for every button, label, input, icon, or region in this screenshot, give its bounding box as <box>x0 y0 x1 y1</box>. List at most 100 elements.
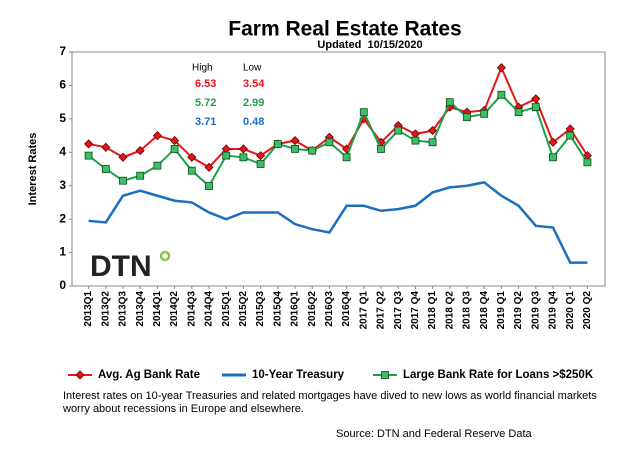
point <box>549 153 557 162</box>
point <box>480 109 489 118</box>
x-tick-label: 2016Q2 <box>307 291 318 327</box>
point <box>205 182 213 190</box>
x-tick-label: 2013Q3 <box>118 291 129 327</box>
table-header: Low <box>243 63 262 74</box>
legend-marker <box>75 370 85 380</box>
point <box>118 152 128 162</box>
point <box>256 160 265 168</box>
x-tick-label: 2015Q1 <box>221 291 232 327</box>
point <box>566 131 575 140</box>
x-tick-label: 2019 Q1 <box>496 291 507 330</box>
table-low: 0.48 <box>243 116 264 128</box>
plot-frame <box>71 51 606 287</box>
x-tick-label: 2016Q1 <box>290 291 301 327</box>
point <box>463 113 471 122</box>
table-high: 6.53 <box>195 78 216 90</box>
y-tick-label: 2 <box>59 211 66 225</box>
point <box>170 136 180 146</box>
point <box>531 94 541 104</box>
x-tick-label: 2013Q1 <box>83 291 94 327</box>
x-tick-label: 2020 Q1 <box>565 291 576 330</box>
x-tick-label: 2016Q3 <box>324 291 335 327</box>
logo: DTN <box>90 250 152 283</box>
x-tick-label: 2014Q3 <box>186 291 197 327</box>
x-tick-label: 2019 Q3 <box>530 291 541 330</box>
series-line <box>88 181 588 264</box>
point <box>239 153 248 162</box>
x-tick-label: 2017 Q3 <box>393 291 404 330</box>
chart-subtitle: Updated 10/15/2020 <box>317 39 422 51</box>
x-tick-label: 2013Q4 <box>135 291 146 327</box>
point <box>428 138 437 147</box>
y-axis-label: Interest Rates <box>27 133 39 206</box>
y-tick-label: 4 <box>59 144 66 158</box>
point <box>291 145 299 153</box>
point <box>119 176 127 185</box>
point <box>273 140 282 148</box>
table-header: High <box>192 63 213 74</box>
x-tick-label: 2014Q1 <box>152 291 163 327</box>
point <box>496 63 506 73</box>
legend-label: Large Bank Rate for Loans >$250K <box>403 369 594 381</box>
point <box>256 151 266 161</box>
table-low: 2.99 <box>243 97 264 109</box>
point <box>187 166 196 175</box>
series-line <box>87 93 589 188</box>
point <box>136 171 145 180</box>
x-tick-label: 2014Q2 <box>169 291 180 327</box>
point <box>308 146 317 155</box>
point <box>548 137 558 147</box>
x-tick-label: 2014Q4 <box>204 291 215 327</box>
x-tick-label: 2015Q3 <box>255 291 266 327</box>
y-tick-label: 3 <box>59 178 66 192</box>
y-tick-label: 6 <box>59 78 66 92</box>
legend-label: Avg. Ag Bank Rate <box>98 369 200 381</box>
caption: Interest rates on 10-year Treasuries and… <box>63 390 597 415</box>
point <box>394 126 403 135</box>
point <box>153 161 162 170</box>
point <box>152 131 162 141</box>
x-tick-label: 2017 Q4 <box>410 291 421 330</box>
point <box>204 162 214 172</box>
x-tick-label: 2018 Q1 <box>427 291 438 330</box>
point <box>238 144 248 154</box>
x-tick-label: 2018 Q4 <box>479 291 490 330</box>
point <box>445 98 454 107</box>
point <box>187 152 197 162</box>
y-tick-label: 5 <box>59 111 66 125</box>
x-tick-label: 2019 Q4 <box>548 291 559 330</box>
point <box>583 158 592 167</box>
x-tick-label: 2018 Q3 <box>462 291 473 330</box>
point <box>290 136 300 146</box>
chart-title: Farm Real Estate Rates <box>228 18 461 41</box>
point <box>325 138 334 147</box>
point <box>411 136 420 145</box>
point <box>101 165 110 173</box>
table-low: 3.54 <box>243 78 265 90</box>
x-tick-label: 2018 Q2 <box>444 291 455 330</box>
legend-marker <box>381 371 389 379</box>
x-tick-label: 2015Q2 <box>238 291 249 327</box>
point <box>84 151 93 160</box>
legend-label: 10-Year Treasury <box>252 369 345 381</box>
table-high: 3.71 <box>195 116 216 128</box>
logo-dot <box>159 250 171 262</box>
x-tick-label: 2013Q2 <box>100 291 111 327</box>
point <box>497 90 506 99</box>
x-tick-label: 2017 Q1 <box>358 291 369 330</box>
source: Source: DTN and Federal Reserve Data <box>336 428 532 440</box>
x-tick-label: 2015Q4 <box>272 291 283 327</box>
y-tick-label: 0 <box>59 278 66 292</box>
x-tick-label: 2016Q4 <box>341 291 352 327</box>
point <box>359 108 368 117</box>
x-tick-label: 2017 Q2 <box>376 291 387 330</box>
x-tick-label: 2019 Q2 <box>513 291 524 330</box>
point <box>84 139 94 149</box>
y-tick-label: 7 <box>59 44 66 58</box>
table-high: 5.72 <box>195 97 216 109</box>
point <box>428 125 438 136</box>
point <box>170 145 179 153</box>
point <box>342 153 351 162</box>
